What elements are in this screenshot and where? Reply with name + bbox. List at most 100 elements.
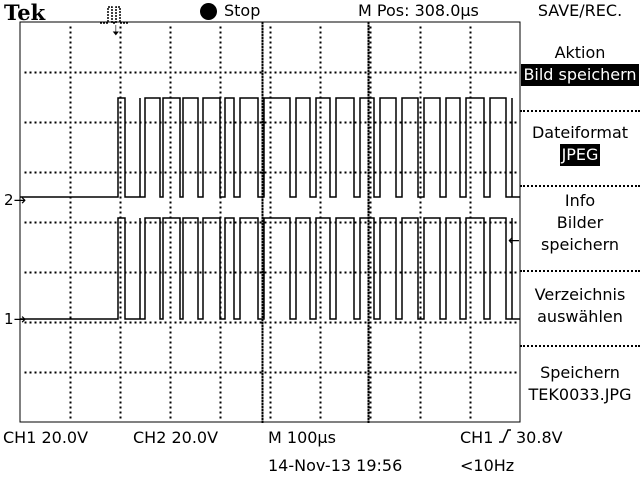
grid-dot [459, 71, 462, 74]
grid-dot [369, 366, 372, 369]
grid-dot [69, 106, 72, 109]
grid-dot [29, 121, 32, 124]
grid-dot [419, 156, 422, 159]
grid-dot [119, 386, 122, 389]
grid-dot [469, 111, 472, 114]
grid-dot [319, 61, 322, 64]
grid-dot [199, 71, 202, 74]
grid-dot [229, 121, 232, 124]
grid-dot [104, 171, 107, 174]
cursor-dot [367, 399, 370, 402]
grid-dot [409, 121, 412, 124]
grid-dot [134, 171, 137, 174]
grid-dot [119, 106, 122, 109]
grid-dot [169, 306, 172, 309]
grid-dot [369, 406, 372, 409]
grid-dot [264, 71, 267, 74]
grid-dot [514, 221, 517, 224]
cursor-dot [367, 99, 370, 102]
grid-dot [184, 271, 187, 274]
trigger-frequency: <10Hz [460, 456, 515, 475]
pulse-waveform-icon [100, 6, 128, 24]
cursor-dot [367, 321, 370, 324]
grid-dot [404, 221, 407, 224]
grid-dot [469, 186, 472, 189]
grid-dot [69, 81, 72, 84]
grid-dot [359, 71, 362, 74]
grid-dot [199, 321, 202, 324]
cursor-dot [261, 342, 264, 345]
grid-dot [479, 121, 482, 124]
grid-dot [109, 321, 112, 324]
grid-dot [269, 406, 272, 409]
grid-dot [119, 76, 122, 79]
grid-dot [64, 71, 67, 74]
grid-dot [194, 121, 197, 124]
cursor-dot [367, 246, 370, 249]
grid-dot [164, 271, 167, 274]
grid-dot [319, 386, 322, 389]
cursor-dot [261, 249, 264, 252]
cursor-dot [261, 243, 264, 246]
grid-dot [269, 31, 272, 34]
grid-dot [419, 271, 422, 274]
cursor-dot [367, 357, 370, 360]
grid-dot [319, 101, 322, 104]
grid-dot [469, 36, 472, 39]
grid-dot [319, 286, 322, 289]
grid-dot [344, 321, 347, 324]
grid-dot [24, 221, 27, 224]
grid-dot [469, 406, 472, 409]
cursor-dot [367, 222, 370, 225]
menu-item-aktion[interactable]: Aktion Bild speichern [520, 42, 640, 86]
grid-dot [114, 271, 117, 274]
grid-dot [309, 321, 312, 324]
cursor-dot [261, 291, 264, 294]
grid-dot [419, 166, 422, 169]
grid-dot [269, 391, 272, 394]
grid-dot [324, 121, 327, 124]
grid-dot [469, 211, 472, 214]
cursor-dot [261, 222, 264, 225]
grid-dot [319, 211, 322, 214]
grid-dot [319, 166, 322, 169]
grid-dot [209, 71, 212, 74]
grid-dot [169, 261, 172, 264]
grid-dot [324, 171, 327, 174]
grid-dot [319, 86, 322, 89]
grid-dot [264, 171, 267, 174]
grid-dot [39, 271, 42, 274]
grid-dot [24, 371, 27, 374]
grid-dot [269, 186, 272, 189]
grid-dot [224, 321, 227, 324]
grid-dot [469, 331, 472, 334]
cursor-dot [261, 30, 264, 33]
grid-dot [319, 246, 322, 249]
grid-dot [419, 346, 422, 349]
grid-dot [174, 121, 177, 124]
menu-item-verzeichnis[interactable]: Verzeichnis auswählen [520, 284, 640, 328]
cursor-dot [367, 366, 370, 369]
cursor-dot [261, 21, 264, 24]
grid-dot [119, 86, 122, 89]
grid-dot [259, 371, 262, 374]
grid-dot [149, 271, 152, 274]
grid-dot [279, 71, 282, 74]
menu-item-info[interactable]: Info Bilder speichern [520, 190, 640, 256]
grid-dot [419, 396, 422, 399]
grid-dot [254, 371, 257, 374]
grid-dot [304, 271, 307, 274]
menu-item-dateiformat[interactable]: Dateiformat JPEG [520, 122, 640, 166]
menu-item-speichern[interactable]: Speichern TEK0033.JPG [520, 362, 640, 406]
grid-dot [134, 221, 137, 224]
grid-dot [319, 181, 322, 184]
grid-dot [119, 176, 122, 179]
cursor-dot [367, 279, 370, 282]
grid-dot [289, 321, 292, 324]
grid-dot [54, 271, 57, 274]
grid-dot [319, 261, 322, 264]
grid-dot [429, 321, 432, 324]
run-state[interactable]: Stop [224, 1, 261, 20]
grid-dot [169, 206, 172, 209]
grid-dot [369, 256, 372, 259]
